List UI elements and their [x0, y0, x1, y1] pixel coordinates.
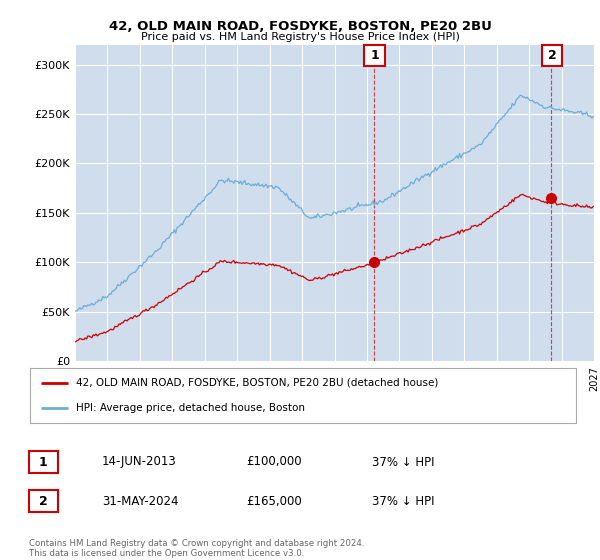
Text: Price paid vs. HM Land Registry's House Price Index (HPI): Price paid vs. HM Land Registry's House …	[140, 32, 460, 43]
Text: 2: 2	[39, 494, 47, 508]
Text: 2: 2	[548, 49, 556, 62]
Text: £100,000: £100,000	[246, 455, 302, 469]
Text: 37% ↓ HPI: 37% ↓ HPI	[372, 494, 434, 508]
Text: 14-JUN-2013: 14-JUN-2013	[102, 455, 177, 469]
Text: HPI: Average price, detached house, Boston: HPI: Average price, detached house, Bost…	[76, 403, 305, 413]
Text: Contains HM Land Registry data © Crown copyright and database right 2024.
This d: Contains HM Land Registry data © Crown c…	[29, 539, 364, 558]
Text: 1: 1	[39, 455, 47, 469]
Text: 31-MAY-2024: 31-MAY-2024	[102, 494, 179, 508]
Text: £165,000: £165,000	[246, 494, 302, 508]
Text: 1: 1	[370, 49, 379, 62]
Text: 42, OLD MAIN ROAD, FOSDYKE, BOSTON, PE20 2BU (detached house): 42, OLD MAIN ROAD, FOSDYKE, BOSTON, PE20…	[76, 378, 439, 388]
Text: 37% ↓ HPI: 37% ↓ HPI	[372, 455, 434, 469]
Text: 42, OLD MAIN ROAD, FOSDYKE, BOSTON, PE20 2BU: 42, OLD MAIN ROAD, FOSDYKE, BOSTON, PE20…	[109, 20, 491, 32]
